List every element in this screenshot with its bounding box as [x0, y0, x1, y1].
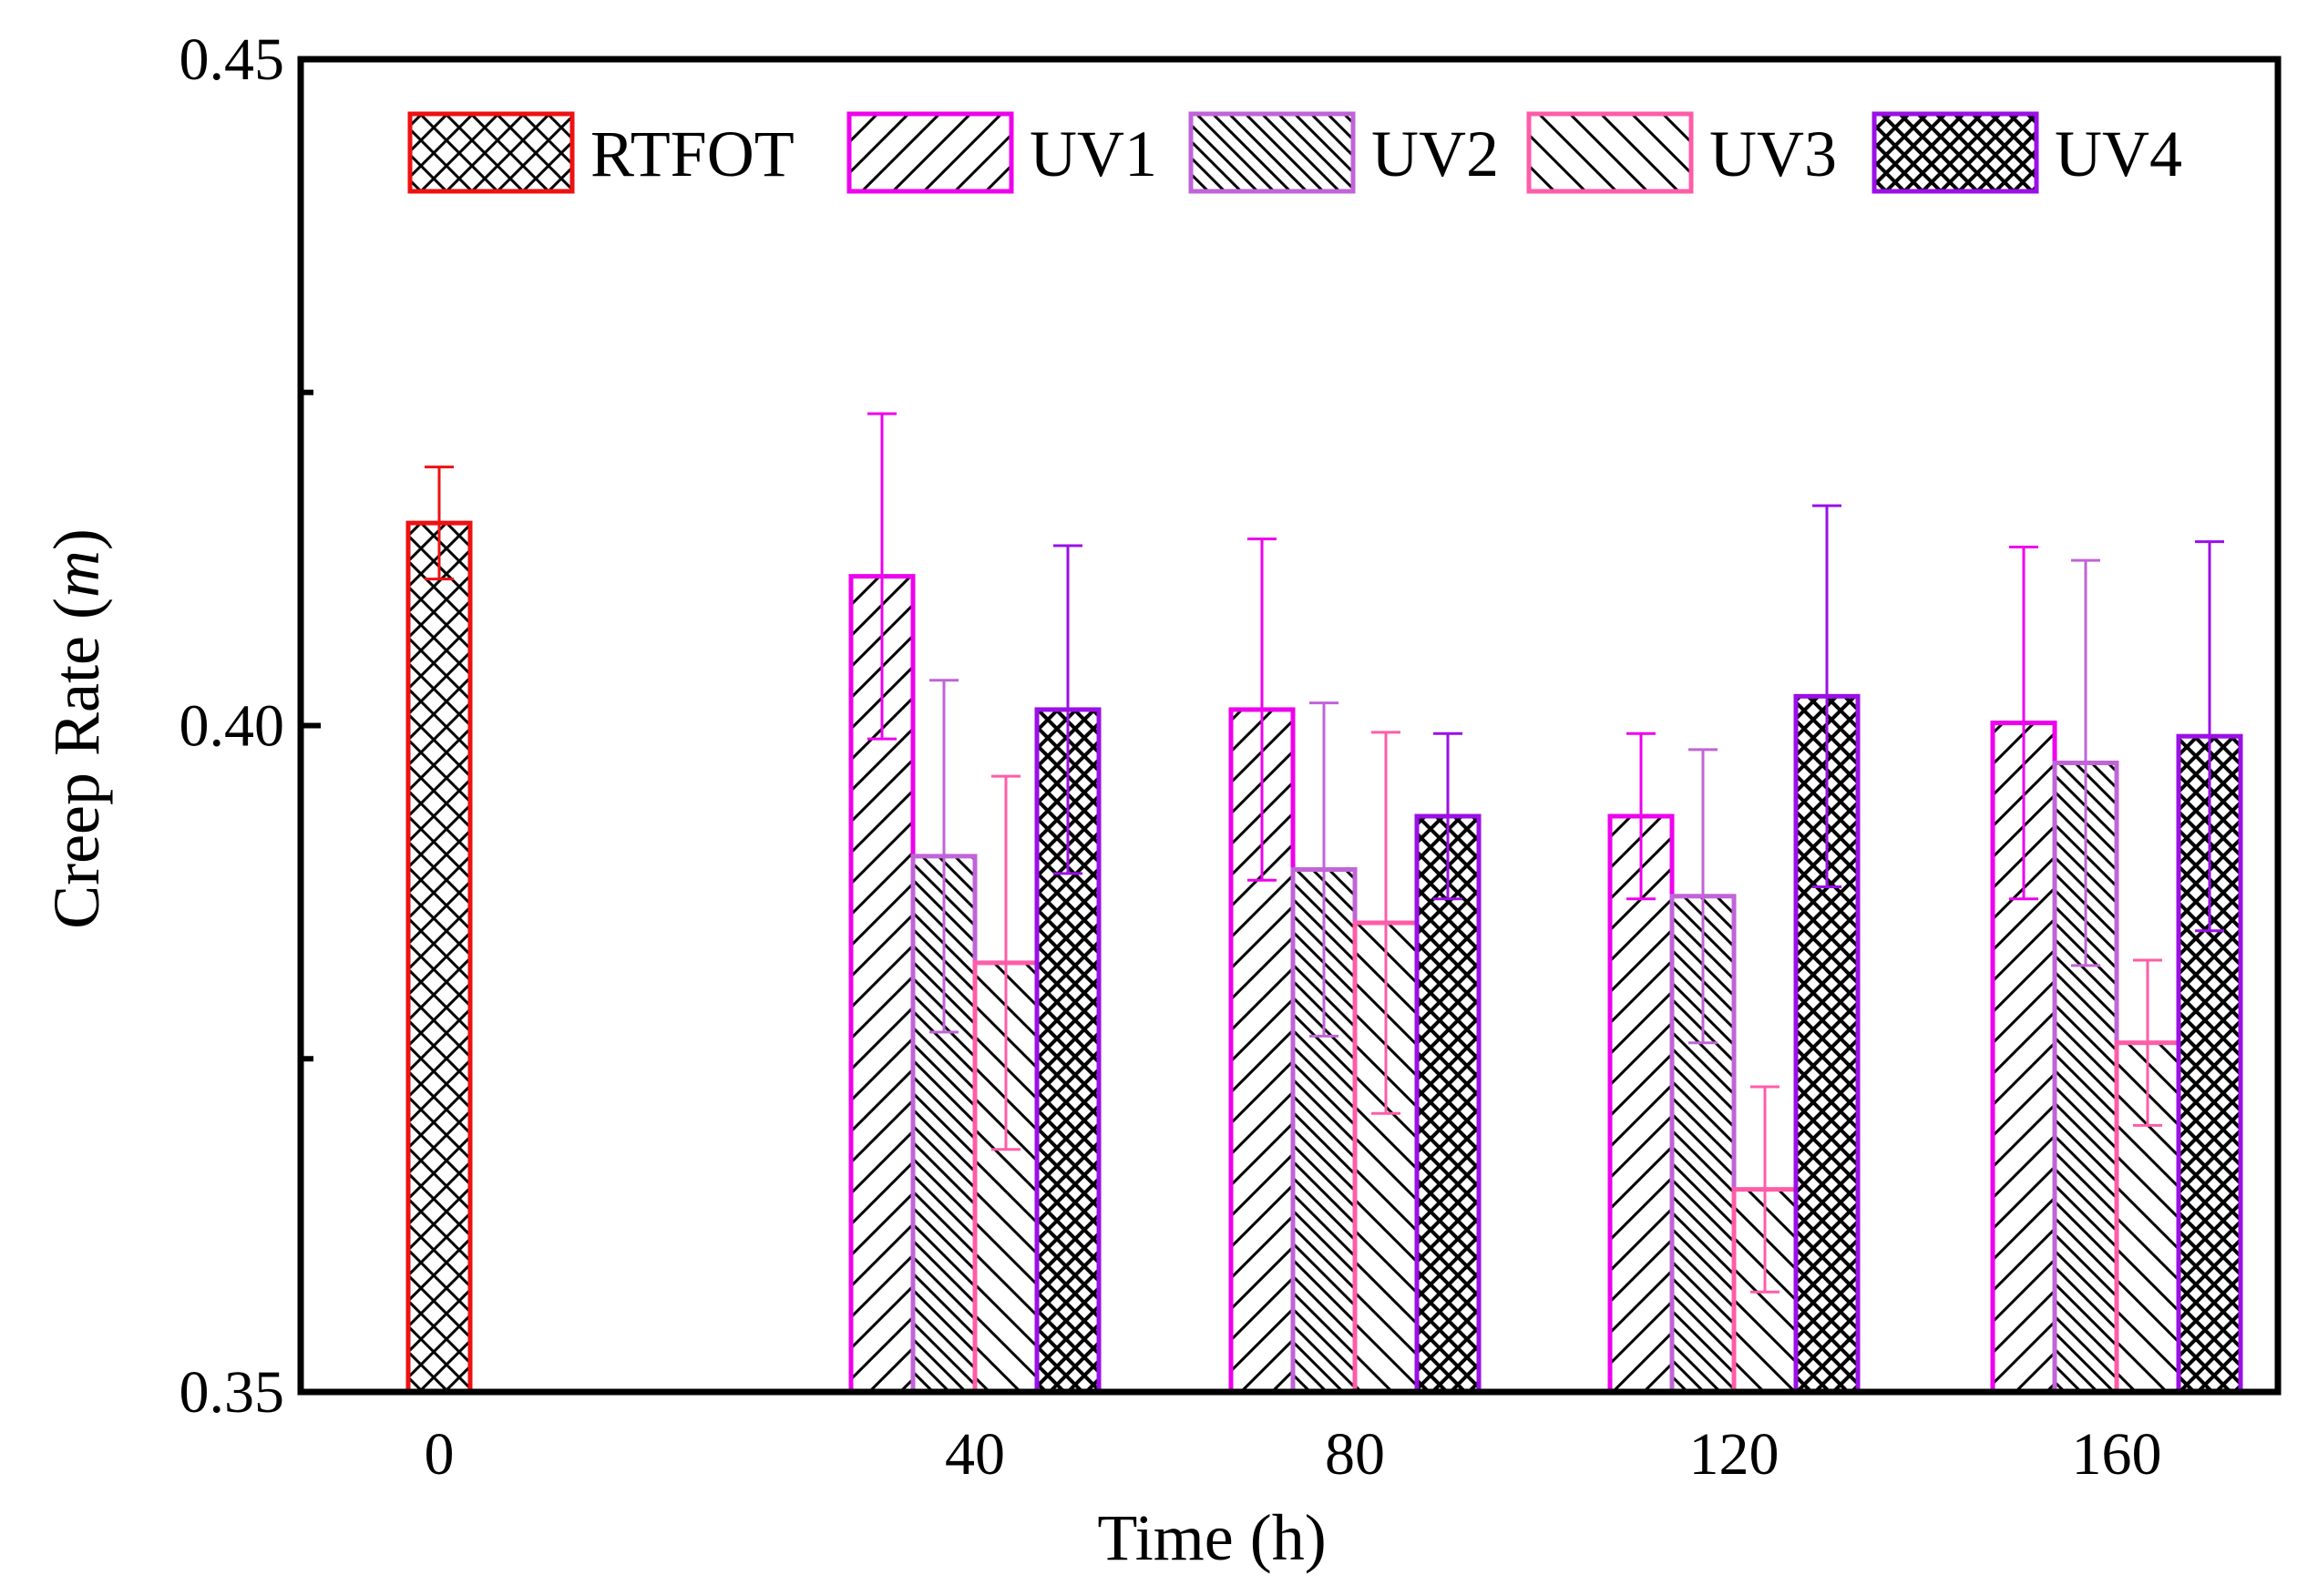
x-tick-label: 0 [425, 1421, 455, 1488]
y-axis-title-close: ) [40, 528, 113, 550]
x-tick-label: 40 [945, 1421, 1005, 1488]
y-axis-title-main: Creep Rate ( [40, 598, 113, 929]
error-bar-uv3-40 [991, 774, 1021, 1151]
error-bar-uv1-40 [867, 412, 897, 741]
legend-swatch [407, 111, 575, 194]
error-bar-uv2-160 [2071, 558, 2100, 967]
legend-label: UV3 [1709, 118, 1837, 190]
error-bar-uv2-120 [1688, 748, 1718, 1045]
legend-item-rtfot: RTFOT [407, 111, 795, 194]
x-axis-title: Time (h) [1097, 1501, 1326, 1574]
x-tick-label: 80 [1325, 1421, 1385, 1488]
legend-swatch [846, 111, 1014, 194]
legend-label: RTFOT [590, 118, 795, 190]
error-bar-uv4-160 [2195, 540, 2224, 933]
y-axis-title: Creep Rate (m) [40, 528, 113, 929]
legend-item-uv3: UV3 [1526, 111, 1837, 194]
legend-label: UV1 [1030, 118, 1157, 190]
x-tick-label: 160 [2072, 1421, 2162, 1488]
bar-rtfot-0 [405, 520, 473, 1395]
legend-item-uv2: UV2 [1188, 111, 1499, 194]
y-tick-label: 0.35 [179, 1359, 285, 1426]
error-bar-uv1-80 [1247, 537, 1277, 882]
legend-item-uv4: UV4 [1872, 111, 2182, 194]
legend-label: UV4 [2055, 118, 2182, 190]
error-bar-uv4-80 [1433, 732, 1462, 901]
error-bars-layer [425, 412, 2224, 1294]
error-bar-uv2-80 [1309, 701, 1338, 1038]
error-bar-uv4-40 [1053, 544, 1082, 875]
legend-label: UV2 [1371, 118, 1499, 190]
y-tick-label: 0.45 [179, 26, 285, 93]
error-bar-uv3-120 [1750, 1085, 1780, 1294]
error-bar-uv2-40 [929, 679, 959, 1034]
legend: RTFOT UV1 UV2 UV3 UV4 [407, 111, 2182, 194]
bar-uv3-160 [2114, 1040, 2181, 1395]
error-bar-uv3-80 [1371, 731, 1400, 1115]
x-axis: 0 40 80 120 160 [425, 1421, 2162, 1488]
legend-swatch [1526, 111, 1694, 194]
y-tick-label: 0.40 [179, 693, 285, 760]
error-bar-uv1-120 [1626, 732, 1656, 901]
bar-uv1-120 [1607, 813, 1675, 1395]
bar-uv1-160 [1990, 721, 2057, 1395]
error-bar-uv4-120 [1812, 504, 1841, 889]
error-bar-uv1-160 [2009, 545, 2038, 901]
error-bar-uv3-160 [2133, 958, 2162, 1127]
x-tick-label: 120 [1689, 1421, 1780, 1488]
legend-swatch [1188, 111, 1356, 194]
error-bar-rtfot-0 [425, 466, 454, 581]
y-axis: 0.35 0.40 0.45 [179, 26, 321, 1426]
legend-item-uv1: UV1 [846, 111, 1157, 194]
y-axis-title-italic: m [40, 550, 113, 598]
bar-uv4-80 [1414, 813, 1482, 1395]
legend-swatch [1872, 111, 2039, 194]
